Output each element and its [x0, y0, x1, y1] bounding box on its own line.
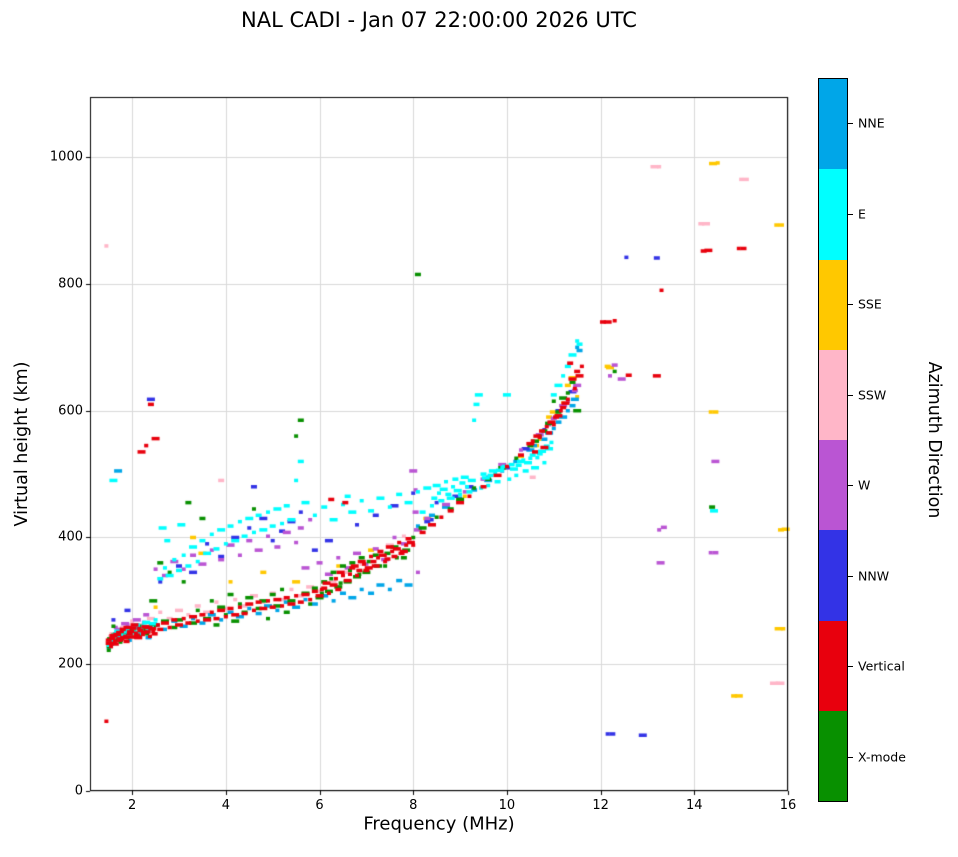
- colorbar-segment-x-mode: [819, 710, 847, 801]
- colorbar-tick: [848, 485, 853, 487]
- colorbar-category-label-sse: SSE: [858, 296, 882, 312]
- colorbar-category-label-ssw: SSW: [858, 387, 887, 403]
- colorbar-axis-label: Azimuth Direction: [924, 361, 944, 519]
- colorbar-category-label-vertical: Vertical: [858, 658, 905, 674]
- colorbar-tick: [848, 123, 853, 125]
- colorbar-tick: [848, 575, 853, 577]
- colorbar-segment-sse: [819, 259, 847, 350]
- y-tick-label: 600: [58, 403, 83, 419]
- colorbar-segment-ssw: [819, 349, 847, 440]
- x-tick-label: 4: [221, 798, 230, 813]
- colorbar-segment-e: [819, 169, 847, 260]
- colorbar-tick: [848, 213, 853, 215]
- x-tick-label: 8: [409, 798, 418, 813]
- colorbar-tick: [848, 666, 853, 668]
- y-tick-label: 1000: [49, 149, 83, 165]
- x-tick-label: 10: [498, 798, 516, 813]
- colorbar-tick: [848, 394, 853, 396]
- y-tick-label: 200: [58, 656, 83, 672]
- colorbar-segment-w: [819, 440, 847, 531]
- colorbar-category-label-w: W: [858, 477, 871, 493]
- colorbar-category-label-e: E: [858, 206, 866, 222]
- colorbar: [818, 78, 848, 802]
- y-tick-label: 400: [58, 529, 83, 545]
- y-tick-label: 0: [74, 783, 83, 799]
- y-tick-label: 800: [58, 276, 83, 292]
- colorbar-segment-nnw: [819, 530, 847, 621]
- x-tick-label: 6: [315, 798, 324, 813]
- colorbar-category-label-nnw: NNW: [858, 568, 890, 584]
- colorbar-category-label-nne: NNE: [858, 115, 885, 131]
- x-tick-label: 12: [592, 798, 609, 813]
- colorbar-tick: [848, 304, 853, 306]
- x-tick-label: 16: [779, 798, 797, 813]
- x-tick-label: 2: [128, 798, 137, 813]
- colorbar-segment-nne: [819, 79, 847, 170]
- colorbar-tick: [848, 756, 853, 758]
- x-tick-label: 14: [686, 798, 703, 813]
- colorbar-category-label-x-mode: X-mode: [858, 749, 906, 765]
- colorbar-segment-vertical: [819, 620, 847, 711]
